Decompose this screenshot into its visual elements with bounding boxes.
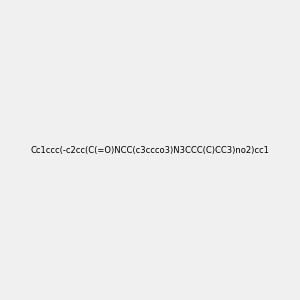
Text: Cc1ccc(-c2cc(C(=O)NCC(c3ccco3)N3CCC(C)CC3)no2)cc1: Cc1ccc(-c2cc(C(=O)NCC(c3ccco3)N3CCC(C)CC…	[31, 146, 269, 154]
